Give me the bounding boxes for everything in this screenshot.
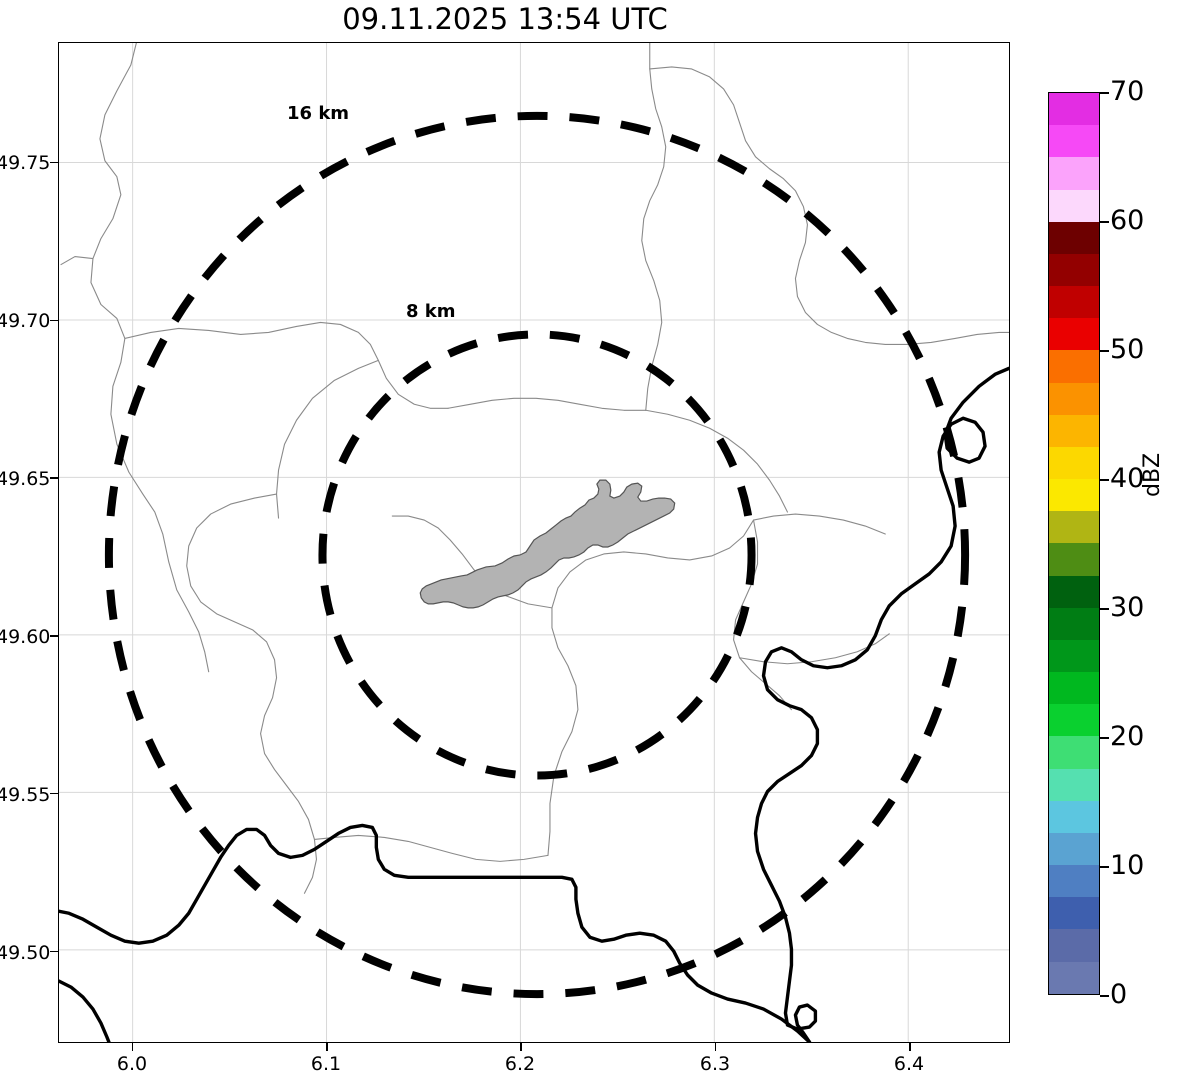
y-tickmark	[50, 635, 58, 637]
water-body-polygon	[419, 479, 676, 609]
colorbar-tickmark	[1100, 608, 1109, 610]
colorbar[interactable]	[1048, 92, 1100, 995]
colorbar-band-6	[1049, 286, 1099, 319]
colorbar-band-19	[1049, 704, 1099, 737]
colorbar-tickmark	[1100, 350, 1109, 352]
colorbar-band-14	[1049, 543, 1099, 576]
y-tick-label: 49.60	[0, 626, 51, 648]
colorbar-band-7	[1049, 318, 1099, 351]
colorbar-tickmark	[1100, 995, 1109, 997]
colorbar-band-25	[1049, 897, 1099, 930]
colorbar-tick-label: 70	[1110, 76, 1145, 107]
colorbar-band-27	[1049, 961, 1099, 994]
y-tick-label: 49.55	[0, 784, 51, 806]
x-tick-label: 6.3	[699, 1053, 731, 1075]
colorbar-band-18	[1049, 672, 1099, 705]
y-tick-label: 49.75	[0, 152, 51, 174]
colorbar-band-16	[1049, 607, 1099, 640]
colorbar-band-24	[1049, 865, 1099, 898]
x-tickmark	[520, 1043, 522, 1051]
colorbar-band-10	[1049, 414, 1099, 447]
y-tickmark	[50, 950, 58, 953]
colorbar-band-12	[1049, 479, 1099, 512]
colorbar-band-5	[1049, 253, 1099, 287]
y-tick-label: 49.70	[0, 310, 51, 332]
colorbar-band-20	[1049, 736, 1099, 769]
map-plot-area[interactable]: 16 km 8 km	[58, 42, 1010, 1043]
colorbar-tickmark	[1100, 479, 1109, 481]
y-tick-label: 49.65	[0, 468, 51, 490]
colorbar-tick-label: 20	[1110, 721, 1145, 752]
colorbar-title: dBZ	[1140, 452, 1165, 497]
range-ring-8km	[318, 330, 756, 780]
colorbar-tickmark	[1100, 221, 1109, 223]
colorbar-tick-label: 0	[1110, 979, 1128, 1010]
colorbar-band-23	[1049, 832, 1099, 866]
y-tickmark	[50, 792, 58, 795]
colorbar-band-26	[1049, 929, 1099, 962]
colorbar-tickmark	[1100, 92, 1109, 94]
colorbar-band-1	[1049, 125, 1099, 158]
colorbar-band-13	[1049, 511, 1099, 544]
colorbar-band-15	[1049, 575, 1099, 608]
colorbar-band-3	[1049, 189, 1099, 222]
map-canvas	[59, 43, 1009, 1042]
national-border	[59, 366, 1009, 1042]
colorbar-tick-label: 40	[1110, 463, 1145, 494]
y-tickmark	[50, 477, 58, 479]
colorbar-band-4	[1049, 221, 1099, 254]
municipal-boundaries	[60, 43, 1009, 894]
x-tick-label: 6.0	[116, 1053, 148, 1075]
y-tick-label: 49.50	[0, 942, 51, 964]
colorbar-band-11	[1049, 446, 1099, 480]
range-ring-16km	[104, 111, 970, 999]
range-ring-8km-label: 8 km	[406, 301, 456, 322]
x-tickmark	[714, 1043, 717, 1051]
colorbar-tick-label: 60	[1110, 205, 1145, 236]
x-tick-label: 6.2	[504, 1053, 536, 1075]
colorbar-tick-label: 30	[1110, 592, 1145, 623]
colorbar-band-2	[1049, 157, 1099, 190]
grid-lines	[59, 43, 1009, 1042]
colorbar-tick-label: 10	[1110, 850, 1145, 881]
colorbar-band-8	[1049, 350, 1099, 383]
x-tickmark	[131, 1043, 134, 1051]
colorbar-tickmark	[1100, 737, 1109, 739]
colorbar-band-22	[1049, 800, 1099, 833]
colorbar-tick-label: 50	[1110, 334, 1145, 365]
x-tick-label: 6.1	[310, 1053, 342, 1075]
x-tickmark	[909, 1043, 911, 1051]
colorbar-band-21	[1049, 768, 1099, 801]
x-tickmark	[326, 1043, 328, 1051]
y-tickmark	[50, 319, 58, 321]
colorbar-band-17	[1049, 639, 1099, 673]
colorbar-band-9	[1049, 382, 1099, 415]
range-ring-16km-label: 16 km	[287, 103, 350, 124]
page-title: 09.11.2025 13:54 UTC	[342, 2, 668, 36]
colorbar-band-0	[1049, 93, 1099, 126]
y-tickmark	[50, 161, 58, 164]
colorbar-tickmark	[1100, 866, 1109, 868]
x-tick-label: 6.4	[893, 1053, 925, 1075]
